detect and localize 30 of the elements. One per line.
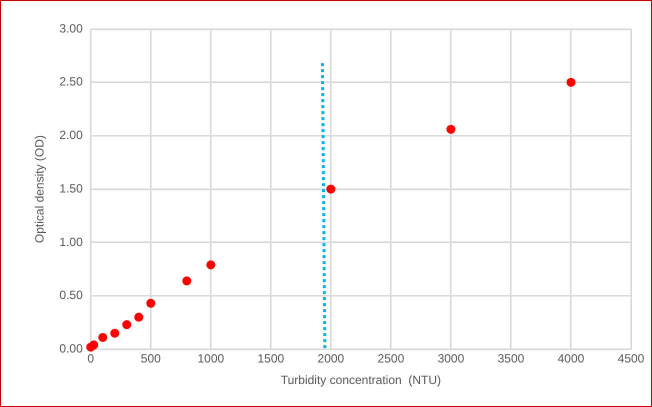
x-axis-title: Turbidity concentration (NTU): [280, 373, 442, 388]
y-tick-label: 0.00: [59, 342, 84, 356]
y-tick-label: 2.50: [59, 74, 84, 89]
point: [146, 298, 156, 308]
point: [134, 312, 144, 322]
point: [326, 184, 336, 194]
x-tick-label: 1000: [197, 352, 224, 366]
point: [566, 78, 576, 87]
point: [98, 332, 108, 342]
y-tick-label: 1.00: [59, 234, 84, 249]
y-tick-label: 2.00: [59, 128, 84, 142]
y-tick-label: 3.00: [59, 21, 84, 36]
point: [89, 340, 98, 350]
point: [206, 260, 216, 270]
y-axis-title: Optical density (OD): [32, 135, 47, 244]
x-tick-label: 500: [140, 352, 162, 366]
x-tick-label: 3500: [498, 352, 525, 366]
x-tick-label: 2500: [378, 352, 405, 366]
x-tick-label: 4000: [558, 352, 585, 366]
point: [122, 320, 132, 330]
x-tick-label: 4500: [618, 352, 645, 366]
point: [446, 124, 456, 134]
point: [182, 276, 192, 286]
point: [110, 328, 120, 338]
x-tick-label: 0: [87, 352, 94, 366]
y-tick-label: 0.50: [59, 288, 84, 302]
x-tick-label: 3000: [438, 352, 465, 366]
y-tick-label: 1.50: [59, 181, 84, 196]
x-tick-label: 2000: [318, 352, 345, 366]
x-tick-label: 1500: [257, 352, 285, 366]
